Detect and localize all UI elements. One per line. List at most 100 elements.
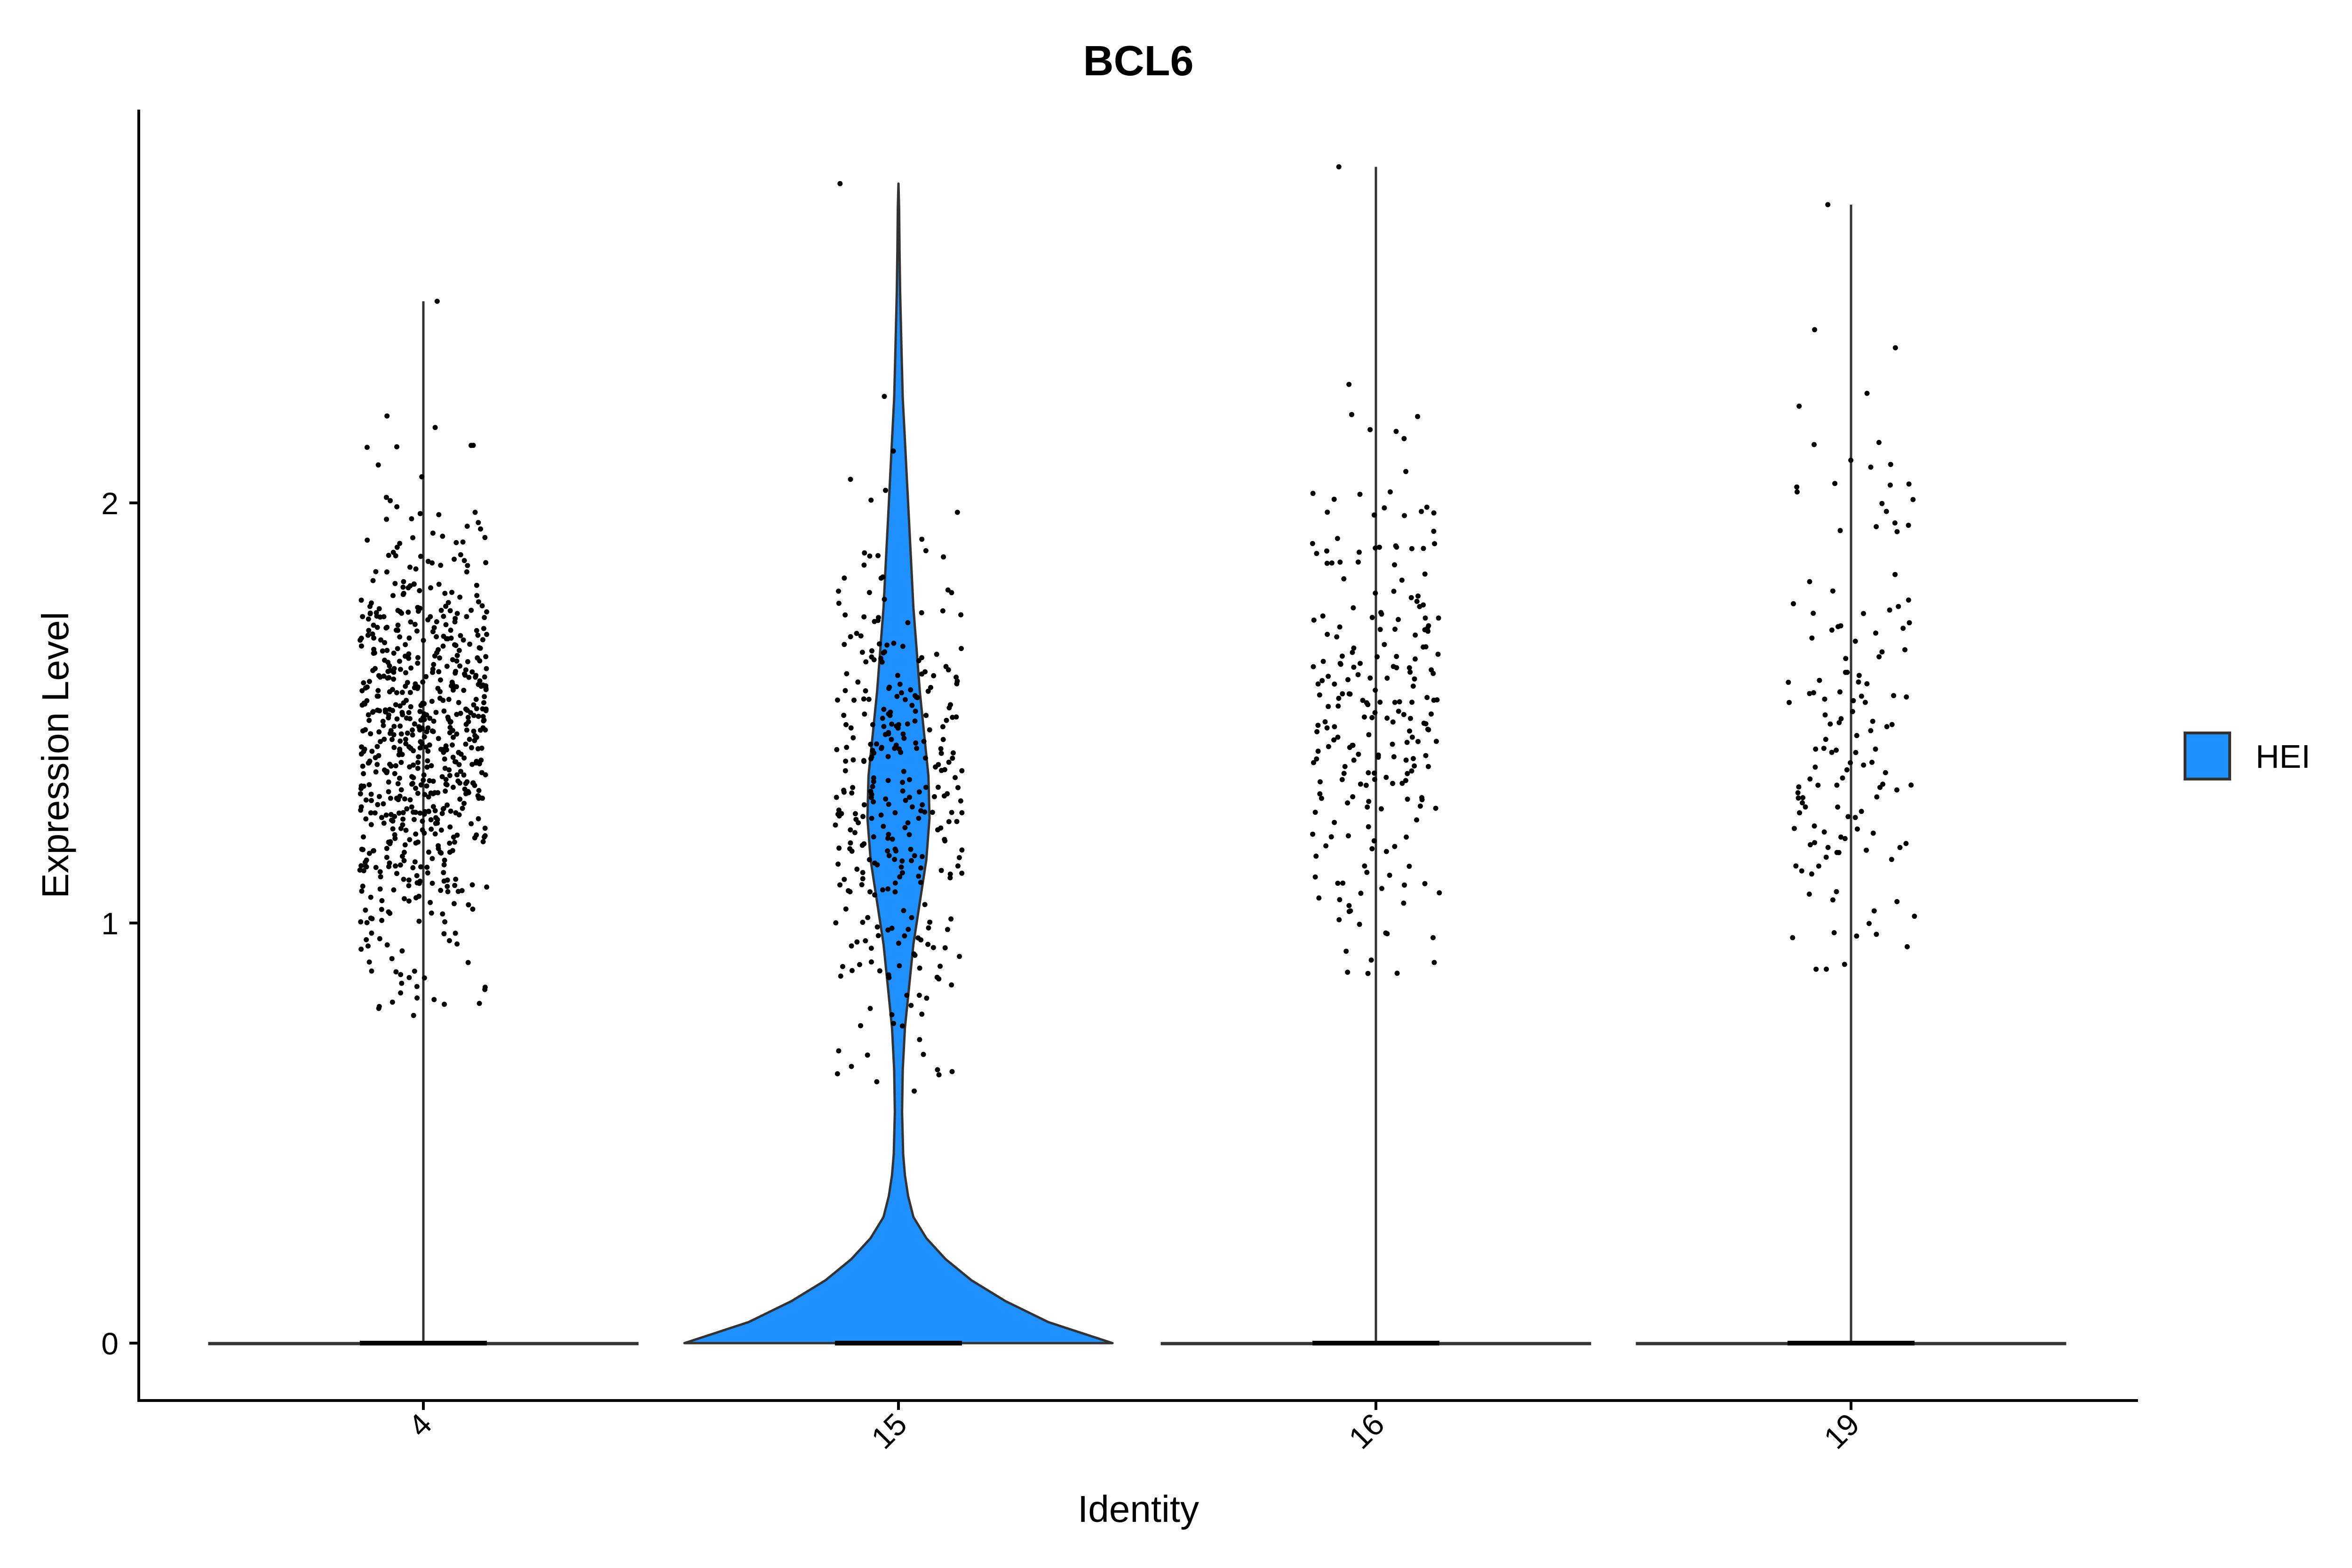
- cell-point: [867, 889, 873, 895]
- cell-point: [366, 851, 372, 856]
- cell-point: [1897, 845, 1903, 850]
- cell-point: [1401, 712, 1406, 717]
- cell-point: [870, 784, 875, 789]
- cell-point: [1830, 588, 1836, 594]
- cell-point: [1807, 691, 1812, 696]
- cell-point: [437, 677, 443, 683]
- cell-point: [898, 749, 904, 755]
- cell-point: [452, 557, 457, 562]
- cell-point: [879, 659, 885, 665]
- cell-point: [1337, 897, 1343, 902]
- cell-point: [1896, 604, 1901, 609]
- cell-point: [907, 777, 912, 782]
- cell-point: [1407, 669, 1413, 675]
- cell-point: [390, 593, 396, 598]
- cell-point: [423, 744, 429, 750]
- cell-point: [483, 687, 489, 692]
- cell-point: [412, 721, 417, 727]
- cell-point: [850, 785, 856, 790]
- cell-point: [1894, 529, 1900, 534]
- cell-point: [363, 797, 369, 803]
- cell-point: [403, 642, 408, 647]
- cell-point: [1437, 890, 1442, 896]
- cell-point: [1339, 777, 1345, 782]
- cell-point: [476, 788, 482, 793]
- cell-point: [390, 826, 396, 832]
- cell-point: [395, 646, 400, 652]
- cell-point: [1884, 724, 1890, 730]
- cell-point: [1800, 800, 1805, 805]
- cell-point: [429, 910, 434, 916]
- cell-point: [860, 876, 866, 882]
- cell-point: [1392, 562, 1397, 568]
- cell-point: [358, 597, 364, 603]
- cell-point: [1366, 770, 1371, 776]
- cell-point: [392, 814, 397, 819]
- cell-point: [477, 678, 483, 684]
- cell-point: [892, 857, 898, 862]
- cell-point: [416, 893, 421, 899]
- cell-point: [365, 943, 371, 949]
- cell-point: [867, 553, 873, 559]
- cell-point: [1431, 697, 1437, 703]
- cell-point: [405, 609, 411, 615]
- cell-point: [388, 796, 393, 801]
- cell-point: [401, 700, 406, 706]
- cell-point: [1422, 571, 1428, 577]
- cell-point: [885, 754, 891, 759]
- cell-point: [441, 870, 446, 876]
- cell-point: [856, 820, 861, 826]
- cell-point: [394, 544, 400, 550]
- cell-point: [954, 819, 960, 824]
- cell-point: [386, 789, 391, 795]
- cell-point: [407, 565, 413, 570]
- cell-point: [835, 697, 840, 703]
- cell-point: [394, 716, 400, 722]
- cell-point: [1828, 721, 1833, 727]
- cell-point: [890, 836, 895, 842]
- cell-point: [1433, 805, 1438, 811]
- cell-point: [438, 607, 444, 613]
- cell-point: [1313, 853, 1319, 859]
- cell-point: [923, 713, 929, 718]
- cell-point: [1842, 836, 1848, 841]
- cell-point: [860, 920, 866, 925]
- cell-point: [418, 782, 424, 788]
- cell-point: [397, 703, 403, 709]
- cell-point: [389, 956, 395, 962]
- cell-point: [1347, 691, 1353, 697]
- cell-point: [361, 680, 366, 685]
- cell-point: [842, 876, 847, 882]
- cell-point: [384, 855, 389, 860]
- cell-point: [465, 960, 471, 965]
- cell-point: [936, 1072, 942, 1078]
- cell-point: [863, 938, 868, 944]
- cell-point: [430, 804, 436, 809]
- cell-point: [403, 828, 409, 833]
- cell-point: [458, 751, 464, 757]
- cell-point: [861, 802, 867, 808]
- cell-point: [442, 858, 447, 863]
- cell-point: [1345, 800, 1351, 806]
- cell-point: [384, 648, 390, 653]
- cell-point: [844, 671, 850, 677]
- cell-point: [1347, 745, 1352, 750]
- cell-point: [954, 509, 960, 515]
- cell-point: [1383, 774, 1389, 780]
- cell-point: [385, 669, 391, 674]
- cell-point: [375, 802, 381, 807]
- cell-point: [1326, 674, 1331, 679]
- cell-point: [382, 707, 388, 713]
- cell-point: [359, 688, 365, 693]
- cell-point: [899, 1023, 905, 1029]
- cell-point: [378, 637, 383, 643]
- cell-point: [399, 853, 405, 859]
- cell-point: [935, 784, 941, 790]
- cell-point: [454, 658, 460, 664]
- cell-point: [392, 771, 397, 776]
- cell-point: [410, 865, 416, 870]
- cell-point: [446, 697, 452, 702]
- cell-point: [361, 868, 366, 874]
- cell-point: [365, 537, 370, 543]
- cell-point: [1314, 551, 1319, 556]
